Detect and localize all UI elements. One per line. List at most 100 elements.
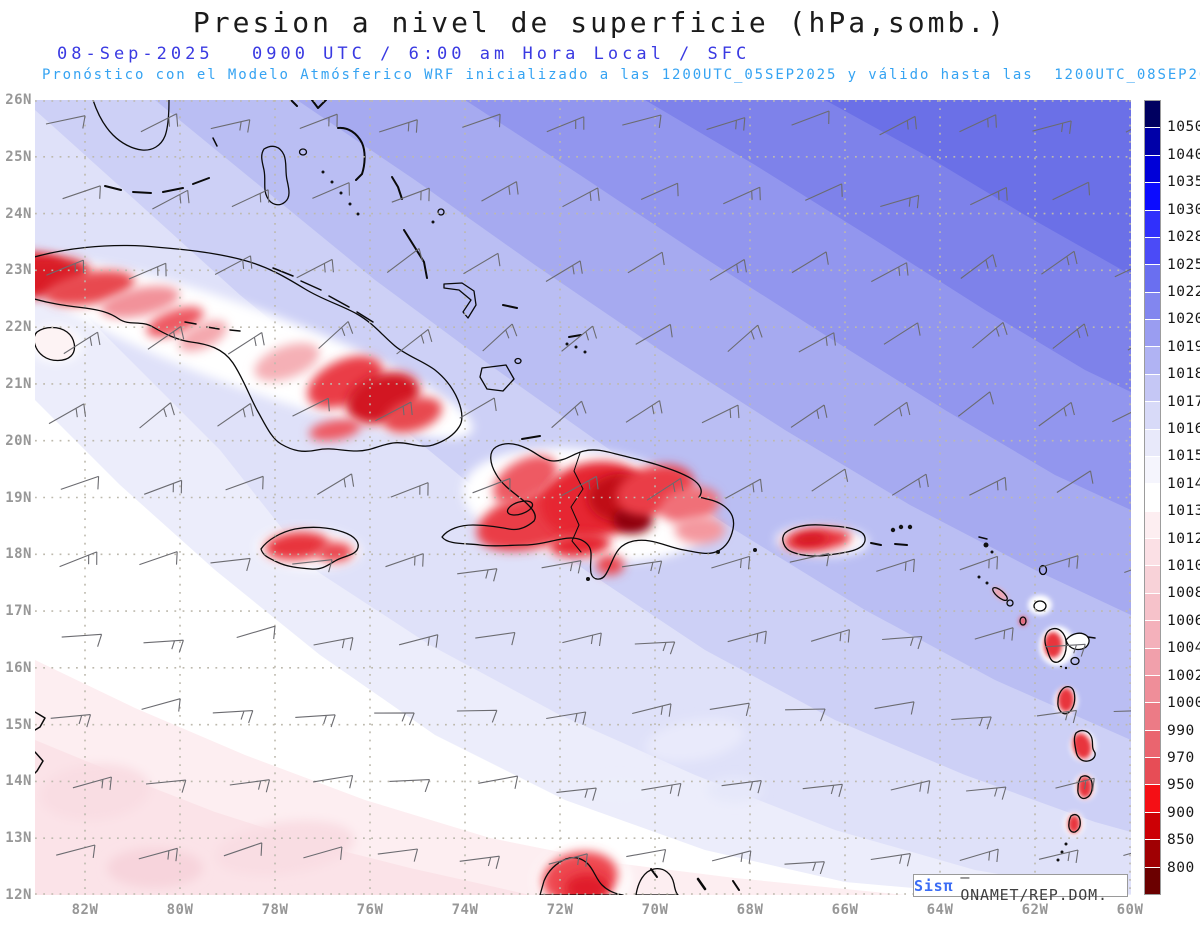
wind-barb [789,552,830,567]
wind-barb [646,477,684,501]
wind-barb [634,641,676,655]
coastline-honduras-coast-bits [35,711,46,774]
colorbar-tick-label: 1006 [1167,612,1200,629]
wind-barb [880,194,920,209]
wind-barb [711,850,752,864]
wind-barb [640,182,679,201]
wind-barb [562,187,600,208]
wind-barb [706,117,746,131]
wind-barb [969,476,1007,496]
colorbar-tick-label: 1008 [1167,585,1200,602]
wind-barb [50,714,92,728]
wind-barb [475,631,516,646]
wind-barb [389,779,431,793]
wind-barb [139,551,178,566]
coastline-florida-keys [104,177,210,194]
wind-barb [61,633,103,647]
lat-tick-label: 20N [5,432,32,449]
wind-barb [1123,852,1131,857]
coastline-anguilla [978,536,988,540]
colorbar-segment [1145,374,1160,403]
colorbar-tick-label: 800 [1167,859,1195,876]
lat-tick-label: 14N [5,773,32,790]
colorbar-tick-label: 1014 [1167,475,1200,492]
coastline-eleuthera [337,126,366,181]
wind-barb [635,323,673,345]
wind-barb [791,251,829,274]
wind-barb [386,248,424,274]
wind-barb [562,632,602,646]
wind-barb [890,780,931,794]
wind-barb [72,776,112,790]
wind-barb [217,403,254,427]
islet-virgin-islands [907,524,913,530]
coastline-guajira-peninsula [539,857,624,895]
colorbar-tick-label: 1000 [1167,695,1200,712]
colorbar-tick-label: 950 [1167,777,1195,794]
map-svg [35,100,1131,895]
wind-barb [959,555,999,571]
colorbar-segment [1145,292,1160,320]
islet-grenadines [1056,858,1060,862]
wind-barb [882,635,923,650]
colorbar-segment [1145,155,1160,184]
islet-exuma-cays [330,180,334,184]
pressure-blob [100,285,180,319]
lat-tick-label: 24N [5,205,32,222]
islet-beata [586,577,590,581]
colorbar-tick-label: 1030 [1167,201,1200,218]
wind-barb [62,185,101,200]
st-vincent-red [1068,815,1080,833]
wind-barb [802,783,843,797]
pressure-blob [254,342,320,382]
wind-barb [627,251,665,274]
wind-barb [727,630,767,645]
wind-barb [546,116,585,133]
colorbar-segment [1145,703,1160,731]
lat-tick-label: 21N [5,375,32,392]
coastline-andros [261,145,290,206]
coastline-florida-tip [92,100,170,151]
island-nevis [1006,599,1014,607]
coastline-bimini [212,137,218,147]
wind-barb [957,391,994,417]
lat-tick-label: 13N [5,830,32,847]
dominica-red [1058,688,1074,712]
wind-barb [292,559,333,573]
lat-tick-label: 17N [5,603,32,620]
wind-barb [375,401,413,422]
wind-barb [152,189,190,210]
wind-barb [625,400,663,423]
colorbar-segment [1145,812,1160,841]
wind-barb [883,322,921,345]
wind-barb [791,110,830,126]
wind-barb [214,255,253,275]
coastline-aruba [650,868,658,878]
pressure-blob [309,419,361,441]
colorbar-tick-label: 1019 [1167,338,1200,355]
pressure-blob [660,486,720,524]
wind-barb [891,473,929,496]
colorbar-segment [1145,867,1160,894]
valid-date: 08-Sep-2025 [57,44,214,64]
colorbar-tick-label: 1013 [1167,503,1200,520]
colorbar-tick-label: 850 [1167,832,1195,849]
coastline-st-vincent [1068,813,1081,833]
colorbar-segment [1145,128,1160,156]
island-san-salvador [437,208,445,216]
wind-barb [45,115,86,129]
coastline-paraguana-peninsula [635,868,679,895]
lat-tick-label: 18N [5,546,32,563]
coastline-puerto-rico [782,524,866,557]
colorbar-tick-label: 1012 [1167,530,1200,547]
wind-barb [1055,777,1095,792]
wind-barb [805,183,843,201]
wind-barb [398,634,439,648]
wind-barb [292,397,330,417]
islet-turks-islands [565,342,569,346]
islet-exuma-cays [356,212,360,216]
wind-barb [972,321,1008,349]
wind-barb [390,482,429,498]
colorbar-tick-label: 1028 [1167,229,1200,246]
